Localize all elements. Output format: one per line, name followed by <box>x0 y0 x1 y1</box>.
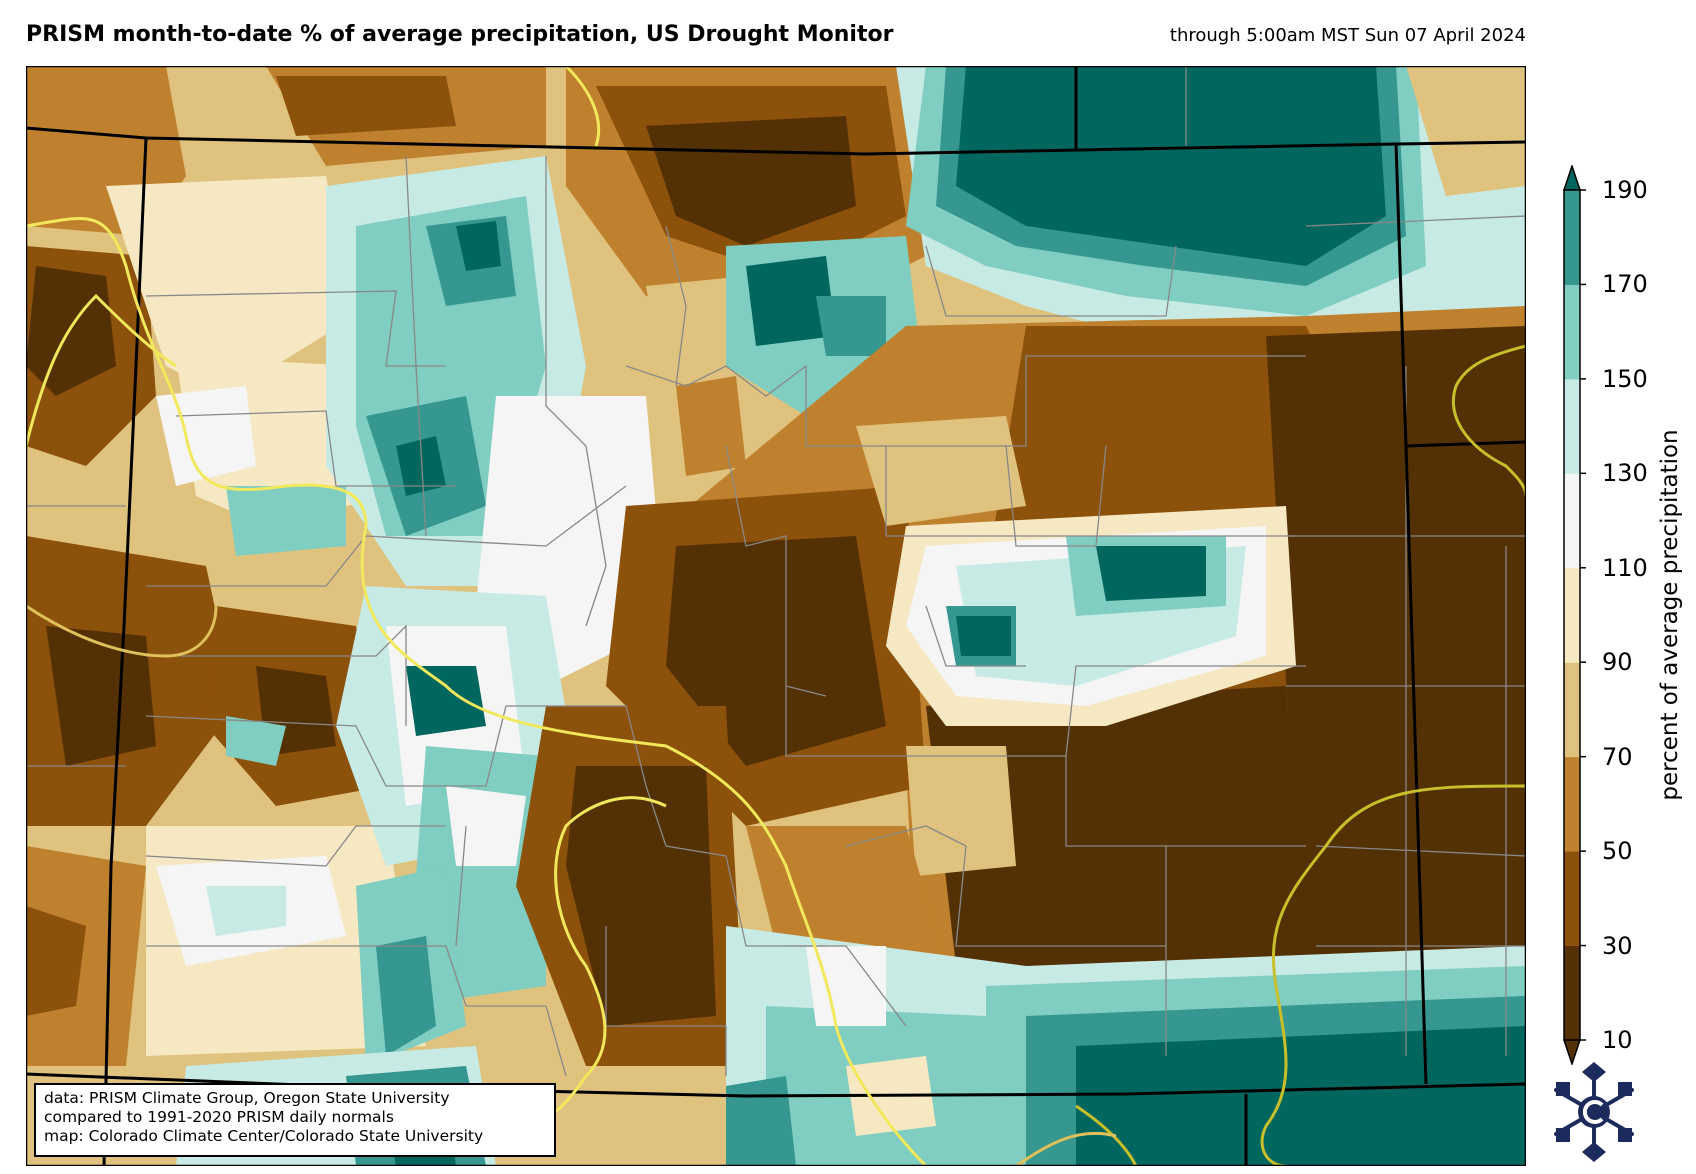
colorbar-band <box>1564 567 1580 663</box>
colorbar-band <box>1564 851 1580 947</box>
colorbar-tick-label: 50 <box>1602 837 1633 866</box>
precipitation-map <box>26 66 1526 1166</box>
colorbar-tick-label: 30 <box>1602 931 1633 960</box>
colorbar-band <box>1564 756 1580 852</box>
colorbar-tick-label: 90 <box>1602 648 1633 677</box>
county-lines <box>26 66 1526 1077</box>
data-credit-box: data: PRISM Climate Group, Oregon State … <box>34 1083 556 1157</box>
drought-monitor-contours <box>26 66 1526 1166</box>
precip-zones-east <box>516 306 1526 1166</box>
colorbar-band <box>1564 473 1580 569</box>
valid-time: through 5:00am MST Sun 07 April 2024 <box>1169 25 1526 46</box>
snowflake-logo-icon <box>1554 1060 1634 1164</box>
colorbar: 190 170 150 130 110 90 70 50 30 10 percent of ave… <box>1558 165 1694 1065</box>
precip-zones-wet-blob <box>886 506 1296 726</box>
precip-zones-south <box>726 926 1526 1166</box>
colorbar-tick-label: 150 <box>1602 364 1648 393</box>
colorbar-tick-label: 170 <box>1602 270 1648 299</box>
map-title: PRISM month-to-date % of average precipi… <box>26 22 894 47</box>
colorbar-band <box>1564 190 1580 285</box>
colorbar-outline <box>1563 189 1581 1041</box>
logo-graphic <box>1554 1062 1634 1162</box>
map-canvas <box>26 66 1526 1166</box>
colorbar-band <box>1564 378 1580 474</box>
colorbar-label: percent of average precipitation <box>1657 429 1683 801</box>
colorbar-tick-label: 70 <box>1602 742 1633 771</box>
colorbar-tick-label: 190 <box>1602 176 1648 204</box>
credit-line-normals: compared to 1991-2020 PRISM daily normal… <box>44 1108 394 1126</box>
state-boundaries <box>26 66 1526 1166</box>
colorbar-tick-label: 10 <box>1602 1026 1633 1054</box>
colorbar-tick-label: 130 <box>1602 459 1648 488</box>
colorbar-band <box>1564 662 1580 758</box>
colorbar-extend-high <box>1562 165 1582 191</box>
credit-line-map: map: Colorado Climate Center/Colorado St… <box>44 1127 484 1145</box>
colorbar-tick-label: 110 <box>1602 553 1648 582</box>
precip-zones-west <box>26 66 426 1066</box>
colorbar-scale <box>1562 165 1586 1065</box>
colorbar-band <box>1564 945 1580 1041</box>
credit-line-data: data: PRISM Climate Group, Oregon State … <box>44 1089 450 1107</box>
colorbar-band <box>1564 284 1580 380</box>
precip-zones-northeast <box>726 66 1526 416</box>
